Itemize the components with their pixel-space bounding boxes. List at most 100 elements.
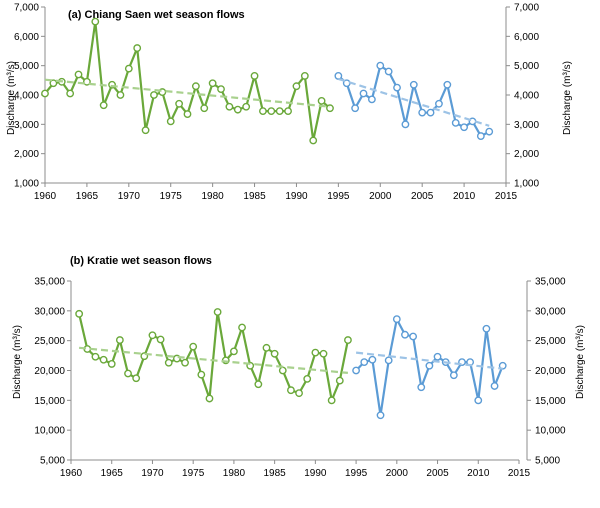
data-point — [238, 323, 246, 332]
y-tick-label-left: 15,000 — [34, 396, 65, 407]
data-point — [83, 77, 91, 86]
data-point — [208, 79, 217, 88]
data-point — [401, 330, 409, 339]
data-point — [426, 108, 435, 117]
y-tick-label-right: 4,000 — [514, 91, 539, 102]
y-axis-title-left: Discharge (m³/s) — [6, 61, 17, 135]
data-point — [141, 126, 150, 135]
data-point — [116, 91, 125, 99]
data-point — [335, 376, 344, 385]
data-point — [124, 369, 132, 378]
data-point — [498, 361, 507, 370]
x-tick-label: 2010 — [467, 468, 490, 479]
x-tick-label: 1975 — [160, 191, 183, 202]
data-point — [267, 107, 276, 116]
chart-title: (a) Chiang Saen wet season flows — [68, 9, 245, 21]
y-tick-label-left: 20,000 — [34, 366, 65, 377]
plot-area — [75, 308, 507, 420]
data-point — [418, 108, 427, 117]
data-point — [359, 89, 368, 98]
data-point — [287, 386, 295, 395]
data-point — [197, 370, 206, 379]
y-axis-title-right: Discharge (m³/s) — [575, 325, 586, 399]
y-tick-label-left: 6,000 — [14, 32, 39, 43]
x-tick-label: 2000 — [386, 468, 409, 479]
data-point — [367, 95, 376, 104]
y-axis-title-right: Discharge (m³/s) — [562, 61, 573, 135]
x-tick-label: 1960 — [34, 191, 57, 202]
data-point — [262, 343, 271, 352]
plot-area — [41, 17, 494, 145]
x-tick-label: 1990 — [285, 191, 308, 202]
data-point — [376, 61, 385, 70]
x-tick-label: 1960 — [60, 468, 83, 479]
data-point — [164, 358, 173, 367]
data-point — [233, 105, 242, 114]
x-tick-label: 2010 — [453, 191, 476, 202]
data-point — [278, 366, 287, 375]
x-tick-label: 1975 — [182, 468, 205, 479]
chart-title: (b) Kratie wet season flows — [70, 255, 212, 267]
y-tick-label-right: 1,000 — [514, 179, 539, 190]
y-tick-label-left: 7,000 — [14, 3, 39, 14]
y-tick-label-right: 5,000 — [514, 61, 539, 72]
y-tick-label-right: 5,000 — [535, 456, 560, 467]
y-tick-label-left: 35,000 — [34, 277, 65, 288]
data-point — [295, 389, 303, 398]
data-point — [230, 347, 238, 356]
data-point — [449, 371, 458, 380]
x-tick-label: 1990 — [304, 468, 327, 479]
data-point — [91, 17, 100, 26]
chart-panel-kratie: (b) Kratie wet season flows Discharge (m… — [12, 255, 586, 479]
y-tick-label-right: 15,000 — [535, 396, 566, 407]
data-point — [392, 315, 401, 324]
data-point — [250, 72, 259, 80]
data-point — [433, 352, 442, 361]
chart-panel-chiang-saen: (a) Chiang Saen wet season flows Dischar… — [6, 3, 573, 203]
data-point — [156, 335, 165, 344]
data-point — [183, 110, 192, 118]
data-point — [351, 104, 360, 113]
data-point — [205, 394, 214, 403]
x-tick-label: 1970 — [141, 468, 164, 479]
data-point — [75, 309, 84, 318]
y-tick-label-right: 30,000 — [535, 306, 566, 317]
data-point — [460, 123, 468, 132]
data-point — [91, 352, 100, 361]
trend-line — [78, 346, 349, 374]
data-point — [425, 361, 434, 370]
x-tick-label: 2000 — [369, 191, 392, 202]
y-tick-label-right: 3,000 — [514, 120, 539, 131]
x-tick-label: 1970 — [118, 191, 141, 202]
data-point — [107, 360, 116, 368]
data-point — [309, 136, 318, 145]
data-point — [474, 396, 483, 405]
data-point — [175, 99, 184, 108]
x-tick-label: 1980 — [202, 191, 225, 202]
y-tick-label-left: 2,000 — [14, 149, 39, 160]
data-point — [451, 118, 460, 127]
x-tick-label: 1985 — [243, 191, 266, 202]
trend-line — [44, 78, 331, 108]
data-point — [254, 380, 263, 389]
data-point — [115, 336, 124, 344]
x-tick-label: 1980 — [223, 468, 246, 479]
data-point — [352, 366, 360, 375]
data-point — [482, 324, 491, 333]
data-point — [284, 107, 292, 116]
data-point — [476, 132, 485, 140]
x-tick-label: 1985 — [264, 468, 287, 479]
data-point — [303, 374, 312, 383]
data-point — [217, 85, 225, 94]
data-point — [132, 374, 141, 383]
y-tick-label-right: 35,000 — [535, 277, 566, 288]
y-tick-label-left: 5,000 — [40, 456, 65, 467]
x-tick-label: 1995 — [345, 468, 368, 479]
axes: 1,000 1,000 2,000 2,000 3,000 3,000 4,000 4,000… — [14, 3, 539, 203]
x-tick-label: 1965 — [101, 468, 124, 479]
y-tick-label-right: 6,000 — [514, 32, 539, 43]
data-point — [166, 117, 175, 126]
data-point — [401, 120, 410, 129]
data-point — [66, 89, 75, 98]
data-point — [150, 91, 158, 99]
